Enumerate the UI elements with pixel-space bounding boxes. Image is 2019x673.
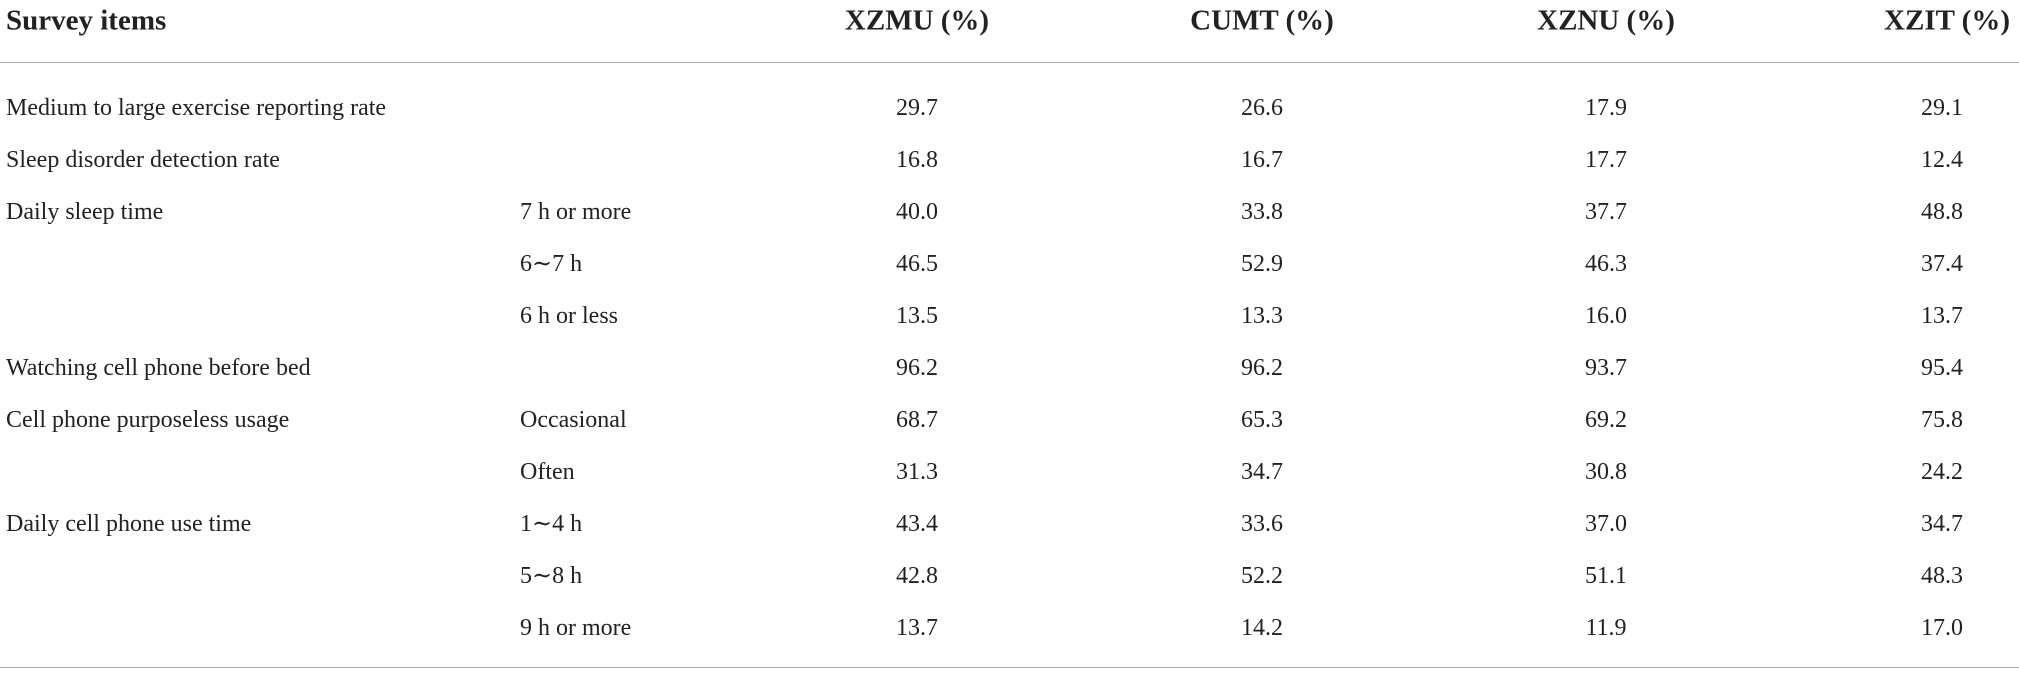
value-cell: 95.4 [1921,355,1963,381]
value-cell: 16.0 [1585,303,1627,329]
row-sublabel: 5∼8 h [520,563,583,589]
value-cell: 93.7 [1585,355,1627,381]
value-cell: 16.7 [1241,147,1283,173]
value-cell: 26.6 [1241,95,1283,121]
value-cell: 96.2 [1241,355,1283,381]
value-cell: 42.8 [896,563,938,589]
value-cell: 17.0 [1921,615,1963,641]
bottom-rule [0,667,2019,668]
value-cell: 48.8 [1921,199,1963,225]
value-cell: 34.7 [1921,511,1963,537]
value-cell: 12.4 [1921,147,1963,173]
value-cell: 43.4 [896,511,938,537]
value-cell: 37.7 [1585,199,1627,225]
value-cell: 75.8 [1921,407,1963,433]
value-cell: 17.7 [1585,147,1627,173]
value-cell: 13.5 [896,303,938,329]
value-cell: 29.7 [896,95,938,121]
row-sublabel: Occasional [520,407,627,433]
row-sublabel: 7 h or more [520,199,632,225]
row-sublabel: 6 h or less [520,303,618,329]
row-sublabel: 6∼7 h [520,251,583,277]
row-sublabel: 9 h or more [520,615,632,641]
row-label: Cell phone purposeless usage [6,407,290,433]
value-cell: 16.8 [896,147,938,173]
value-cell: 34.7 [1241,459,1283,485]
value-cell: 37.0 [1585,511,1627,537]
row-label: Daily cell phone use time [6,511,252,537]
value-cell: 14.2 [1241,615,1283,641]
value-cell: 68.7 [896,407,938,433]
value-cell: 31.3 [896,459,938,485]
value-cell: 13.7 [896,615,938,641]
value-cell: 96.2 [896,355,938,381]
header-cell: XZNU (%) [1537,4,1675,37]
header-rule [0,62,2019,63]
value-cell: 46.5 [896,251,938,277]
value-cell: 40.0 [896,199,938,225]
value-cell: 69.2 [1585,407,1627,433]
row-label: Medium to large exercise reporting rate [6,95,387,121]
value-cell: 46.3 [1585,251,1627,277]
value-cell: 13.7 [1921,303,1963,329]
row-label: Daily sleep time [6,199,164,225]
value-cell: 33.6 [1241,511,1283,537]
value-cell: 33.8 [1241,199,1283,225]
value-cell: 37.4 [1921,251,1963,277]
value-cell: 30.8 [1585,459,1627,485]
value-cell: 17.9 [1585,95,1627,121]
value-cell: 13.3 [1241,303,1283,329]
row-sublabel: 1∼4 h [520,511,583,537]
value-cell: 29.1 [1921,95,1963,121]
row-label: Watching cell phone before bed [6,355,311,381]
row-sublabel: Often [520,459,575,485]
value-cell: 48.3 [1921,563,1963,589]
header-cell: CUMT (%) [1190,4,1334,37]
header-cell: XZMU (%) [844,4,990,37]
header-cell: Survey items [6,4,167,37]
value-cell: 11.9 [1585,615,1627,641]
value-cell: 51.1 [1585,563,1627,589]
value-cell: 65.3 [1241,407,1283,433]
row-label: Sleep disorder detection rate [6,147,280,173]
value-cell: 52.2 [1241,563,1283,589]
value-cell: 52.9 [1241,251,1283,277]
value-cell: 24.2 [1921,459,1963,485]
header-cell: XZIT (%) [1884,4,2010,37]
